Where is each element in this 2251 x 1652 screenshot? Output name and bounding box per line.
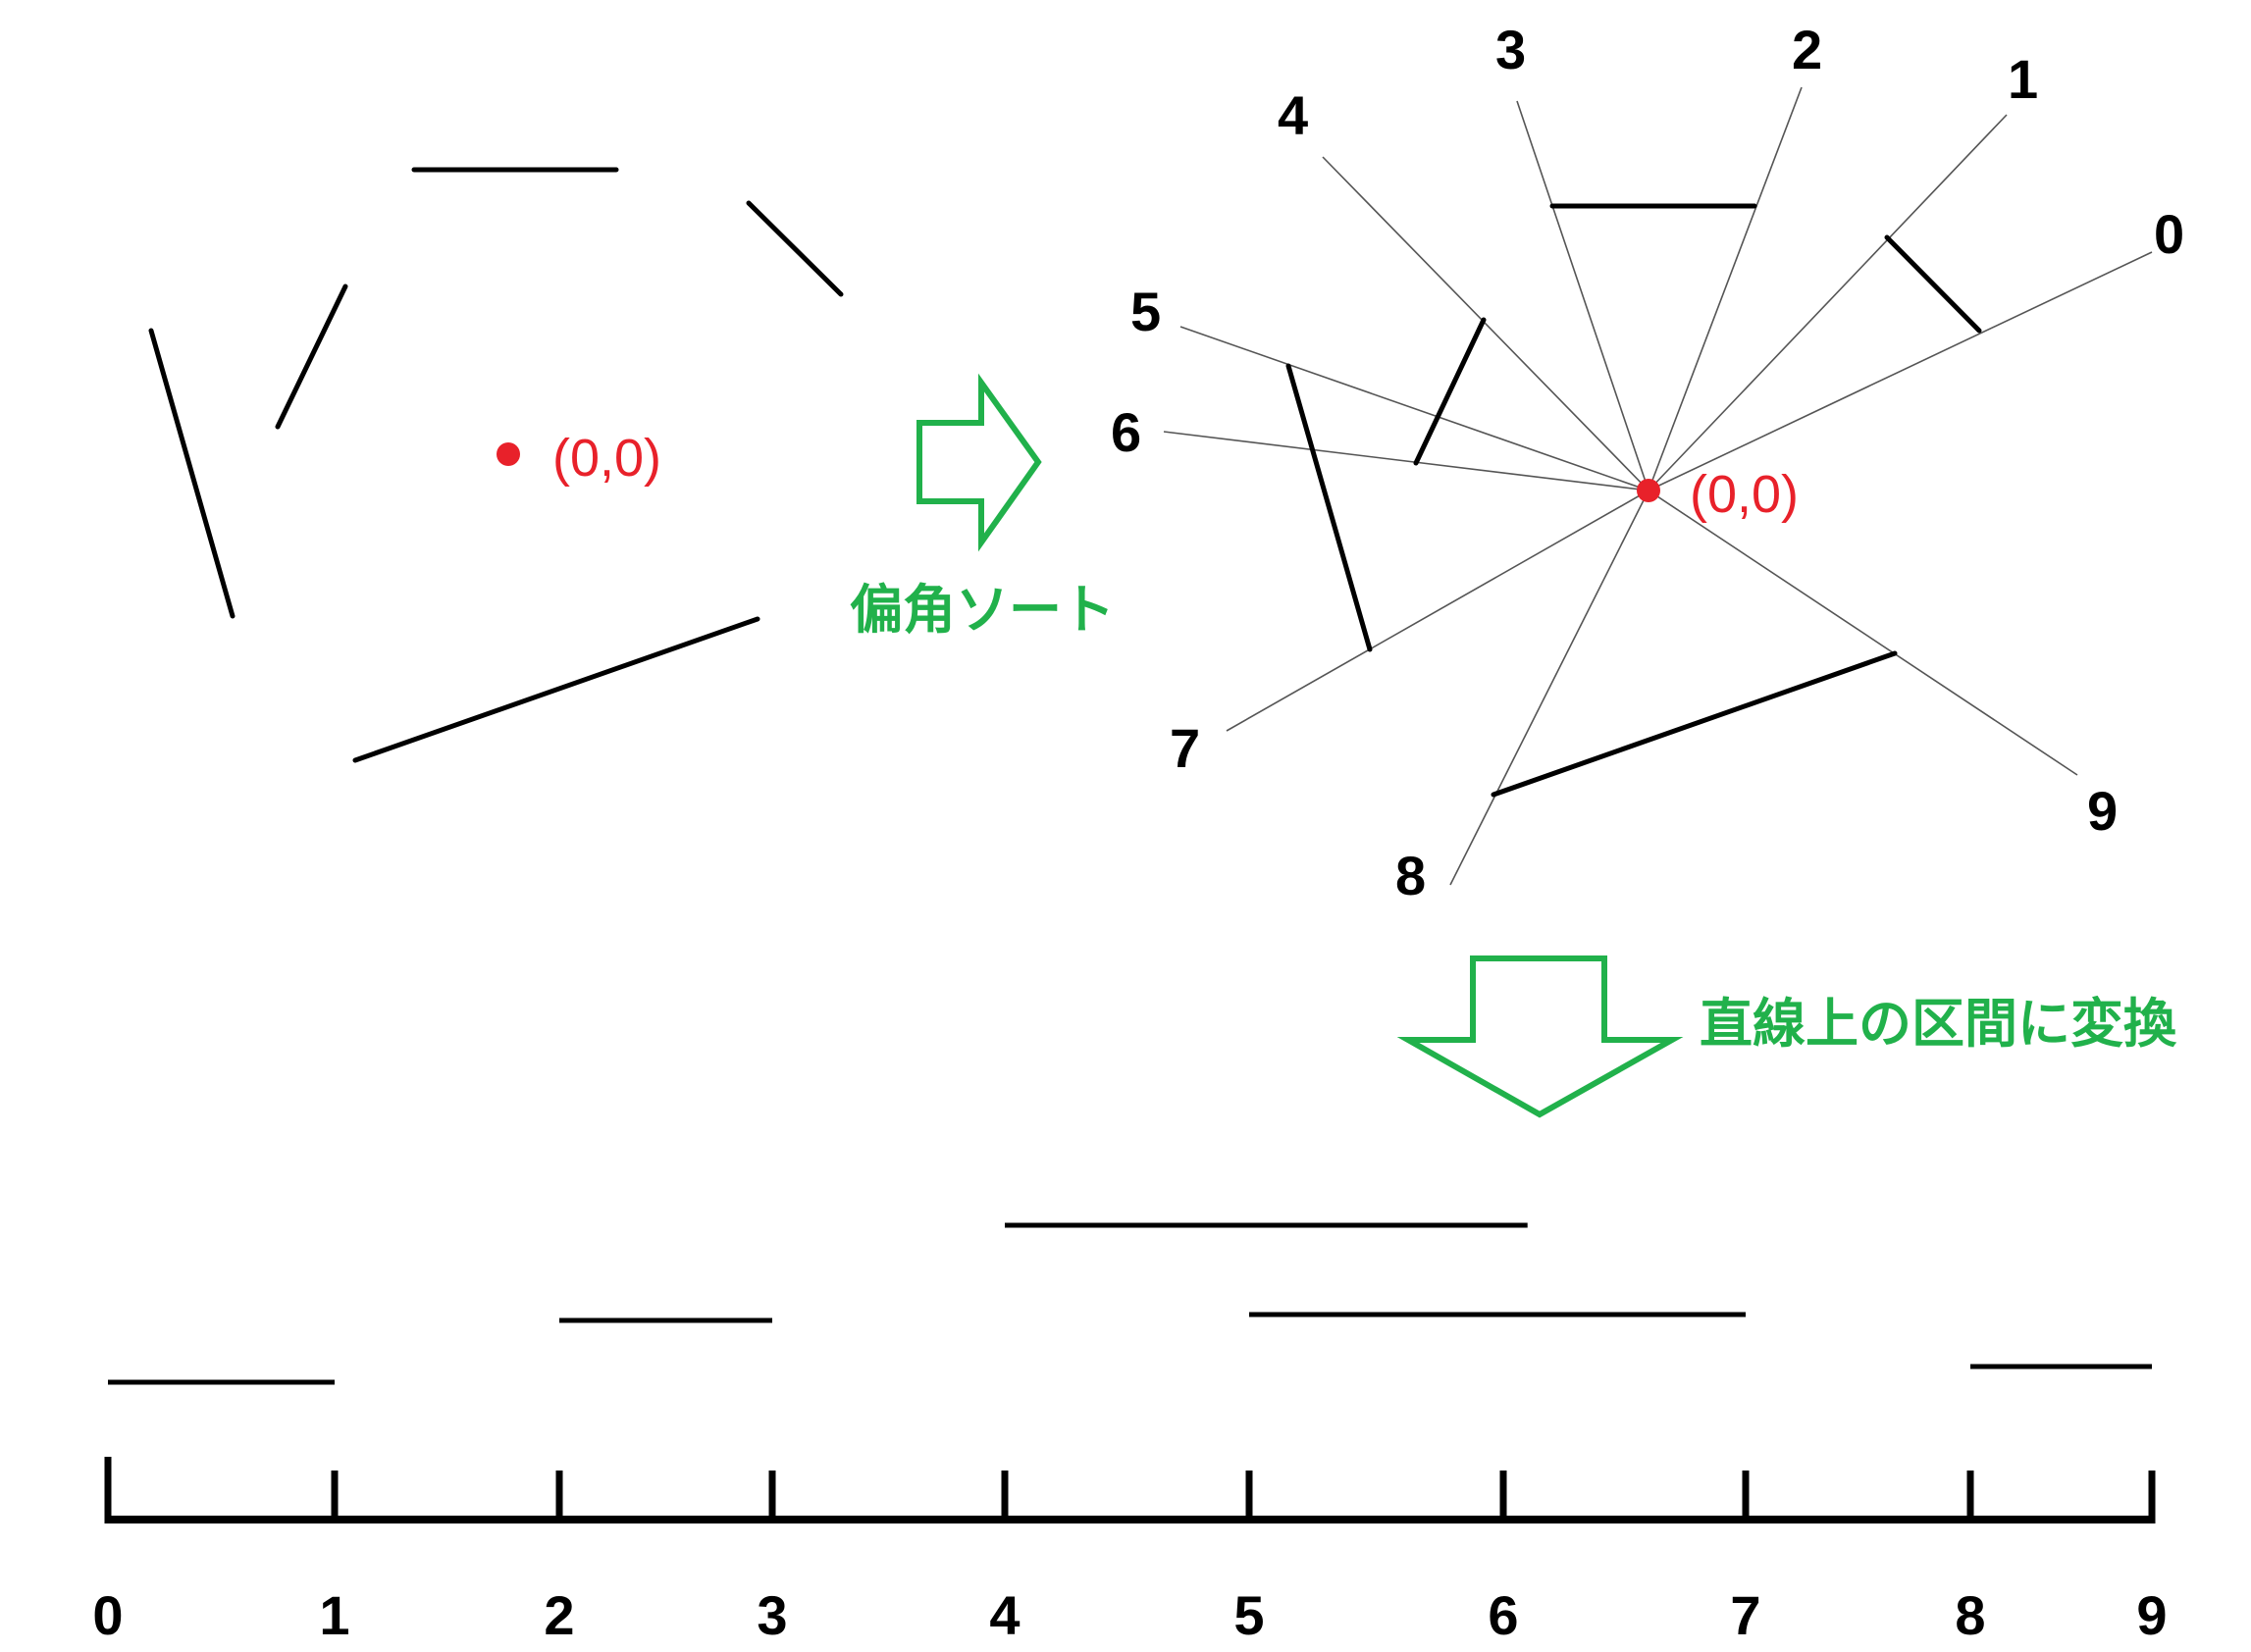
axis-label: 5 [1233, 1584, 1264, 1646]
ray-label: 6 [1111, 401, 1141, 463]
ray-5 [1179, 326, 1649, 491]
arrow-right-icon [916, 373, 1042, 552]
axis-label: 6 [1488, 1584, 1518, 1646]
ray-1 [1648, 114, 2008, 491]
ray-label: 0 [2154, 203, 2184, 265]
number-line: 0 1 2 3 4 5 6 7 8 9 [92, 1222, 2168, 1646]
ray-labels: 0 1 2 3 4 5 6 7 8 9 [1111, 19, 2184, 906]
segment [1884, 234, 1982, 334]
axis-label: 7 [1730, 1584, 1760, 1646]
ray-label: 4 [1278, 84, 1308, 146]
axis-label: 1 [319, 1584, 349, 1646]
ray-3 [1516, 100, 1649, 491]
sorted-segments [1285, 203, 1982, 798]
origin-label-sorted: (0,0) [1690, 465, 1799, 524]
axis-label: 3 [757, 1584, 787, 1646]
origin-point [497, 442, 520, 466]
segment [1491, 650, 1898, 798]
convert-to-intervals-label: 直線上の区間に変換 [1700, 993, 2177, 1055]
ray-label: 9 [2087, 780, 2118, 842]
ray-8 [1449, 490, 1649, 886]
axis-label: 2 [544, 1584, 574, 1646]
ray-label: 1 [2008, 48, 2038, 110]
ray-0 [1648, 251, 2153, 491]
origin-point-sorted [1637, 479, 1660, 502]
axis-label: 9 [2136, 1584, 2167, 1646]
ray-7 [1226, 490, 1649, 732]
segment [275, 284, 348, 430]
ray-label: 3 [1495, 19, 1526, 80]
ray-label: 7 [1170, 717, 1200, 779]
angle-sort-label: 偏角ソート [850, 579, 1115, 641]
rays [1163, 86, 2153, 886]
ray-6 [1163, 431, 1649, 491]
segment [1285, 363, 1373, 652]
segment [352, 616, 760, 763]
ray-9 [1648, 490, 2078, 776]
axis-label: 4 [989, 1584, 1020, 1646]
axis-label: 0 [92, 1584, 123, 1646]
segment [1413, 317, 1487, 466]
segment [746, 200, 844, 297]
origin-label: (0,0) [552, 429, 661, 488]
ray-2 [1648, 86, 1803, 491]
ray-label: 5 [1130, 281, 1161, 342]
arrow-down-icon [1396, 955, 1684, 1118]
ray-label: 8 [1395, 845, 1426, 906]
ray-4 [1322, 156, 1649, 491]
segment [148, 328, 236, 619]
axis-label: 8 [1955, 1584, 1985, 1646]
original-segments [148, 167, 844, 763]
ray-label: 2 [1792, 19, 1822, 80]
